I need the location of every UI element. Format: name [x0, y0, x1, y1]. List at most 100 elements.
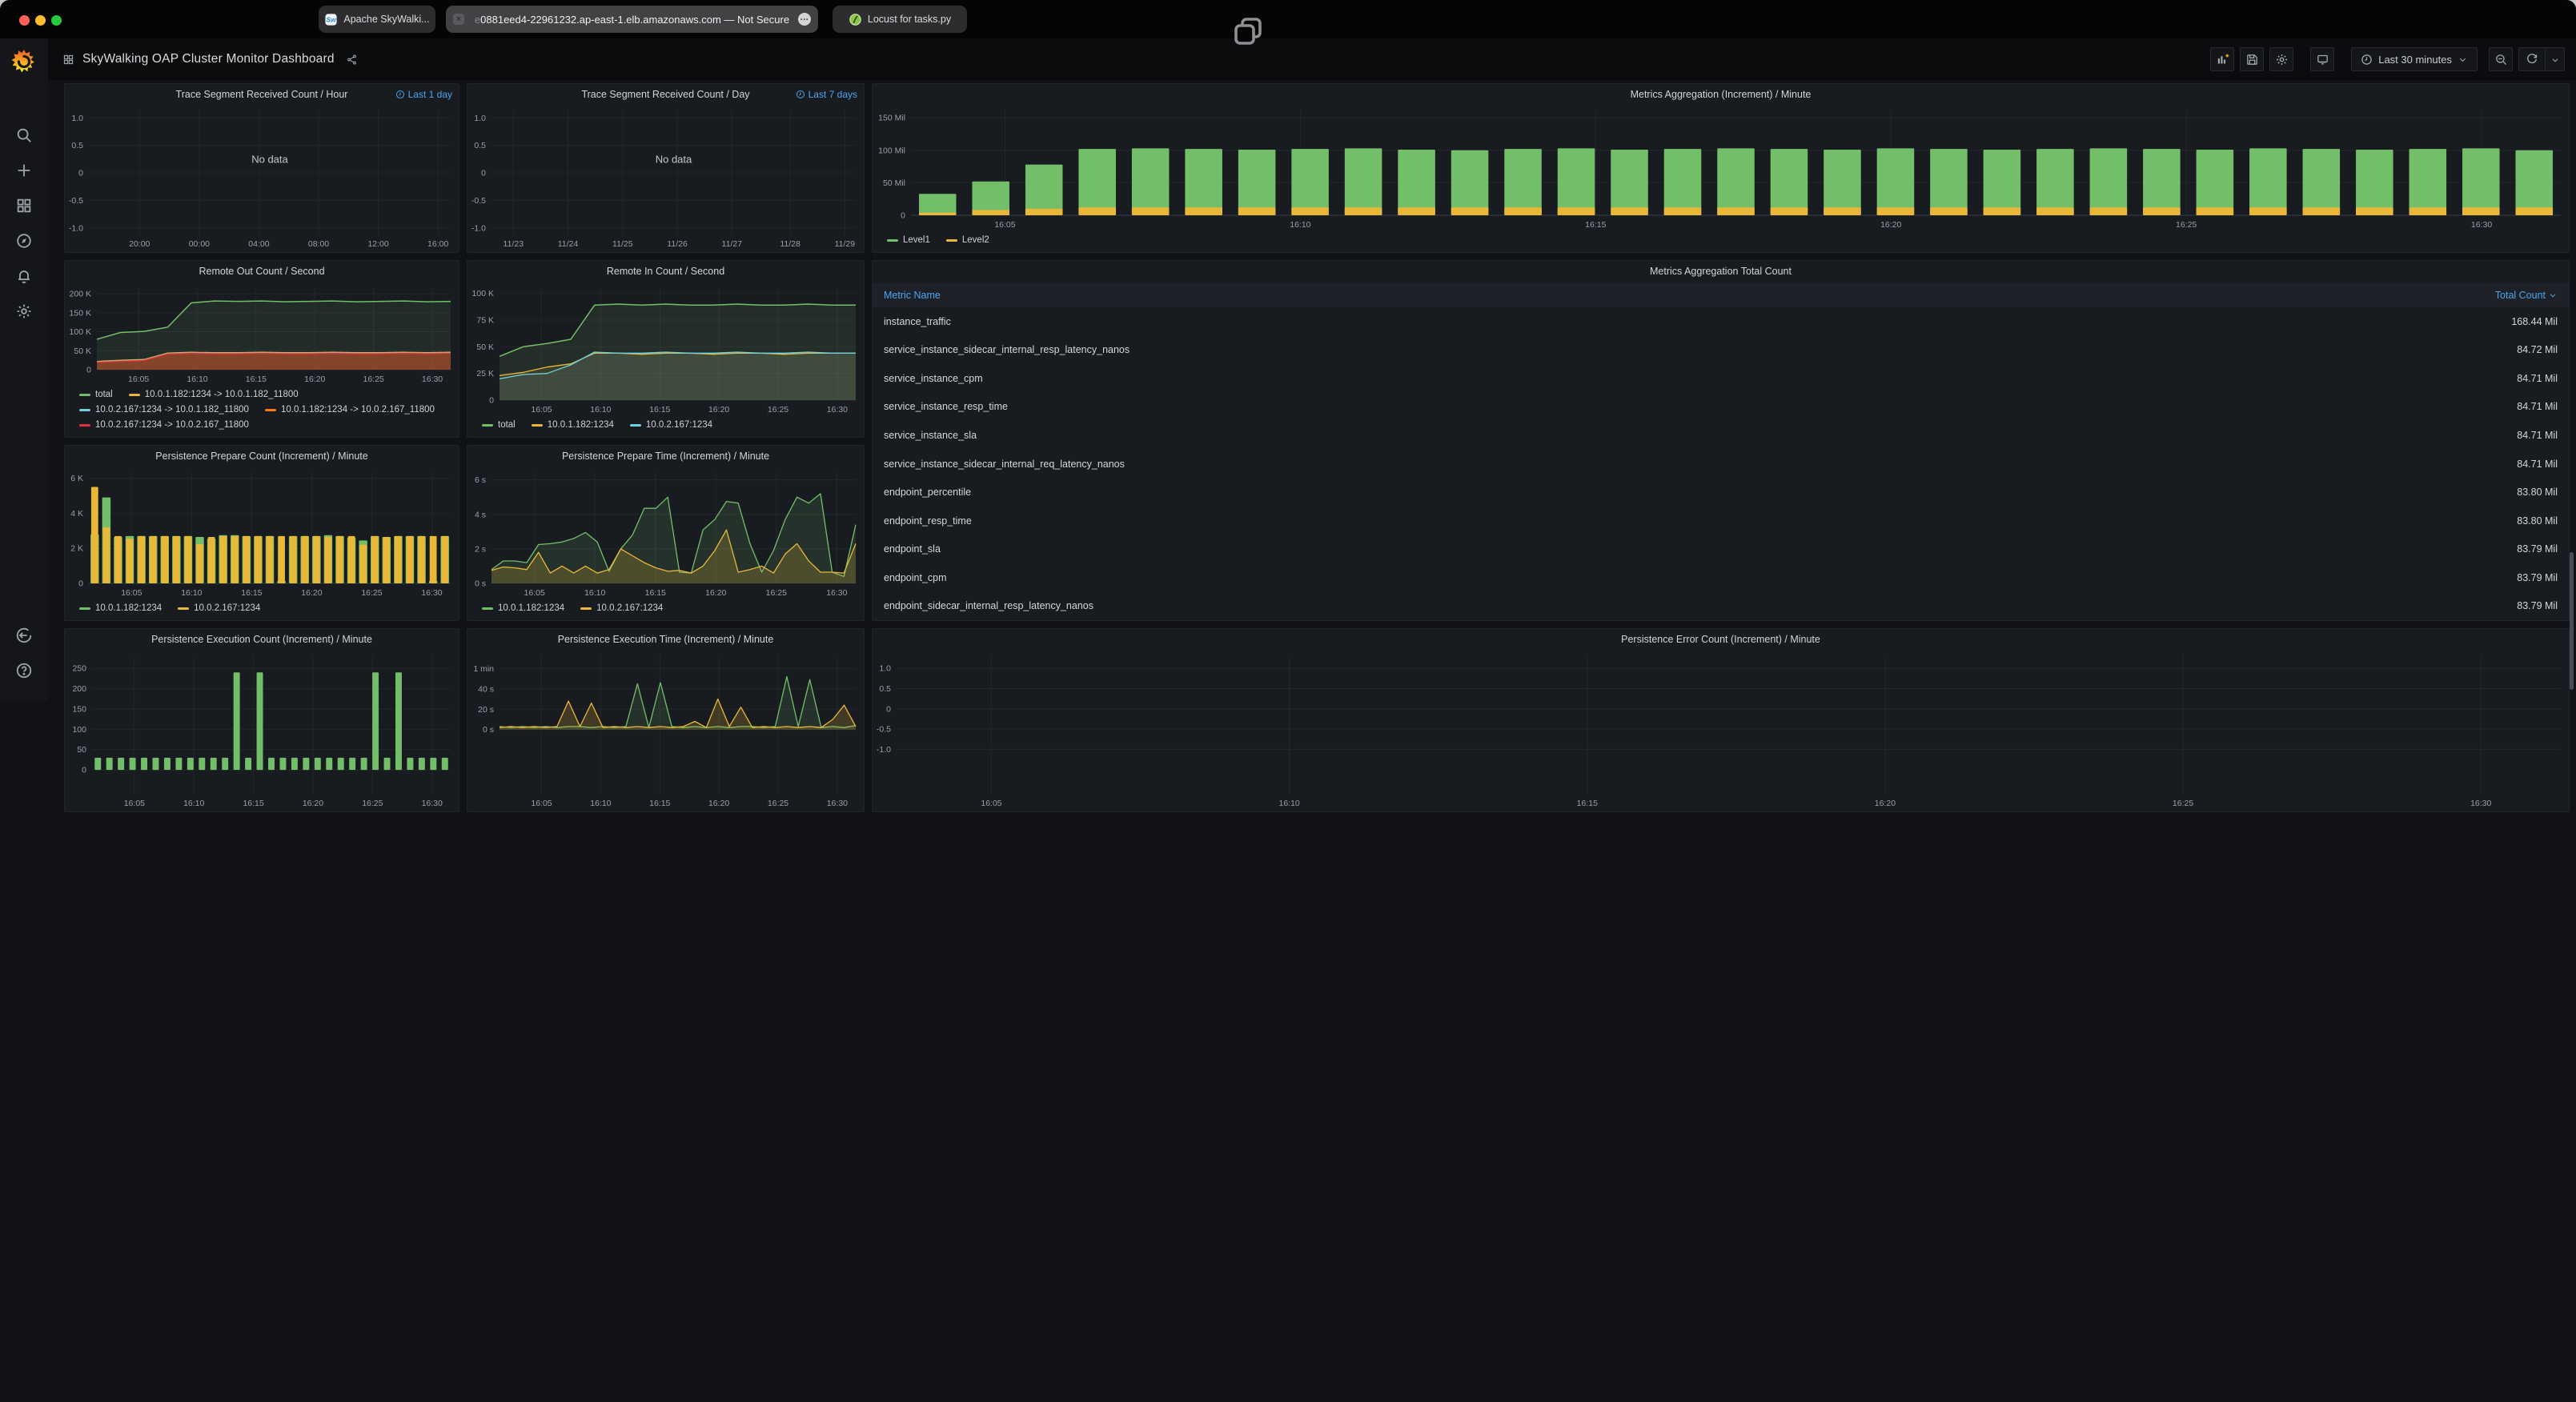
cycle-view-button[interactable] [2310, 47, 2334, 71]
legend-color-dash [630, 424, 641, 427]
total-count-cell: 83.79 Mil [2517, 572, 2558, 583]
add-panel-icon [2216, 53, 2229, 66]
svg-text:-1.0: -1.0 [471, 223, 486, 233]
legend-item[interactable]: Level1 [887, 233, 930, 248]
panel-title[interactable]: Trace Segment Received Count / Day [581, 89, 749, 100]
legend-item[interactable]: total [482, 418, 516, 433]
panel-title[interactable]: Persistence Prepare Time (Increment) / M… [562, 451, 769, 462]
legend-item[interactable]: 10.0.2.167:1234 [580, 601, 663, 616]
panel-title[interactable]: Remote Out Count / Second [199, 266, 324, 277]
legend-item[interactable]: 10.0.2.167:1234 -> 10.0.2.167_11800 [79, 418, 249, 433]
table-row: endpoint_cpm83.79 Mil [873, 563, 2569, 592]
svg-text:16:20: 16:20 [1880, 220, 1901, 230]
legend-item[interactable]: total [79, 387, 113, 403]
legend-item[interactable]: 10.0.2.167:1234 -> 10.0.1.182_11800 [79, 403, 249, 418]
panel-title[interactable]: Metrics Aggregation (Increment) / Minute [1631, 89, 1812, 100]
metric-name-cell: endpoint_sidecar_internal_resp_latency_n… [884, 600, 1093, 611]
legend-item[interactable]: 10.0.1.182:1234 [79, 601, 162, 616]
table-row: service_instance_resp_time84.71 Mil [873, 393, 2569, 422]
total-count-cell: 83.80 Mil [2517, 515, 2558, 527]
panel-trace-segment-day: Trace Segment Received Count / Day Last … [467, 83, 865, 253]
refresh-interval-button[interactable] [2546, 48, 2564, 70]
table-header-total-count[interactable]: Total Count [2495, 290, 2558, 301]
panel-title[interactable]: Persistence Execution Count (Increment) … [151, 634, 372, 645]
svg-text:11/25: 11/25 [612, 239, 633, 249]
panel-persistence-prepare-time: Persistence Prepare Time (Increment) / M… [467, 445, 865, 621]
legend-item[interactable]: 10.0.2.167:1234 [178, 601, 260, 616]
svg-text:16:05: 16:05 [524, 588, 545, 598]
svg-text:16:20: 16:20 [705, 588, 726, 598]
metric-name-cell: endpoint_sla [884, 543, 941, 555]
share-icon[interactable] [346, 54, 358, 66]
svg-text:16:25: 16:25 [768, 405, 788, 415]
panel-title[interactable]: Persistence Prepare Count (Increment) / … [155, 451, 367, 462]
svg-text:1 min: 1 min [473, 664, 494, 674]
metric-name-cell: service_instance_sidecar_internal_resp_l… [884, 344, 1130, 355]
panel-title[interactable]: Metrics Aggregation Total Count [1650, 266, 1792, 277]
sidebar-help-icon[interactable] [15, 662, 33, 679]
svg-text:0: 0 [489, 396, 494, 406]
zoom-out-time-button[interactable] [2489, 47, 2513, 71]
dashboard-settings-button[interactable] [2269, 47, 2293, 71]
chart-legend: Level1 Level2 [873, 233, 2569, 252]
svg-text:11/24: 11/24 [558, 239, 579, 249]
grafana-logo-icon[interactable] [10, 48, 38, 75]
dashboard-apps-icon[interactable] [62, 54, 74, 66]
svg-text:16:05: 16:05 [128, 375, 149, 384]
svg-text:0: 0 [78, 169, 83, 178]
sidebar-alerting-icon[interactable] [15, 267, 33, 285]
svg-text:150 Mil: 150 Mil [878, 114, 905, 123]
panel-title[interactable]: Persistence Error Count (Increment) / Mi… [1621, 634, 1820, 645]
page-title[interactable]: SkyWalking OAP Cluster Monitor Dashboard [82, 52, 335, 66]
legend-item[interactable]: Level2 [946, 233, 989, 248]
svg-text:16:25: 16:25 [768, 799, 788, 808]
refresh-icon [2526, 53, 2538, 66]
legend-item[interactable]: 10.0.1.182:1234 -> 10.0.2.167_11800 [265, 403, 435, 418]
svg-text:-0.5: -0.5 [471, 196, 486, 206]
save-icon [2245, 53, 2259, 66]
tab-overview-icon[interactable] [0, 12, 2536, 50]
sidebar-create-icon[interactable] [15, 162, 33, 179]
legend-item[interactable]: 10.0.1.182:1234 [482, 601, 564, 616]
svg-text:16:10: 16:10 [1279, 799, 1300, 808]
legend-color-dash [946, 239, 957, 242]
svg-text:16:20: 16:20 [301, 588, 322, 598]
panel-title[interactable]: Remote In Count / Second [607, 266, 724, 277]
page-scrollbar[interactable] [2570, 552, 2574, 690]
panel-time-override[interactable]: Last 1 day [395, 84, 452, 105]
panel-time-override[interactable]: Last 7 days [796, 84, 857, 105]
legend-item[interactable]: 10.0.1.182:1234 [532, 418, 614, 433]
metric-name-cell: instance_traffic [884, 316, 951, 327]
refresh-button-group [2518, 47, 2565, 71]
chart-persistence-error-count: 16:0516:1016:1516:2016:2516:301.00.50-0.… [873, 650, 2569, 811]
sidebar-search-icon[interactable] [15, 126, 33, 144]
svg-text:16:15: 16:15 [649, 405, 670, 415]
total-count-cell: 84.71 Mil [2517, 401, 2558, 412]
sidebar-configuration-icon[interactable] [15, 302, 33, 320]
browser-titlebar: Sw Apache SkyWalki... × e0881eed4-229612… [0, 0, 2576, 38]
chart-legend: 10.0.1.182:1234 10.0.2.167:1234 [467, 601, 864, 620]
legend-color-dash [129, 394, 140, 396]
legend-item[interactable]: 10.0.1.182:1234 -> 10.0.1.182_11800 [129, 387, 299, 403]
chart-remote-out-count: 16:0516:1016:1516:2016:2516:30050 K100 K… [65, 282, 459, 387]
table-header-metric-name[interactable]: Metric Name [884, 290, 941, 301]
sidebar-dashboards-icon[interactable] [15, 197, 33, 214]
svg-text:-0.5: -0.5 [877, 725, 891, 735]
panel-metrics-aggregation: Metrics Aggregation (Increment) / Minute… [872, 83, 2570, 253]
svg-text:6 K: 6 K [70, 474, 83, 483]
svg-text:16:25: 16:25 [361, 588, 382, 598]
svg-text:1.0: 1.0 [71, 114, 83, 123]
sidebar-explore-icon[interactable] [15, 232, 33, 250]
save-dashboard-button[interactable] [2240, 47, 2264, 71]
sidebar-sign-in-icon[interactable] [15, 627, 33, 644]
svg-text:40 s: 40 s [478, 684, 494, 694]
panel-title[interactable]: Persistence Execution Time (Increment) /… [558, 634, 774, 645]
refresh-button[interactable] [2519, 48, 2546, 70]
legend-item[interactable]: 10.0.2.167:1234 [630, 418, 712, 433]
svg-text:2 K: 2 K [70, 544, 83, 554]
total-count-cell: 84.71 Mil [2517, 430, 2558, 441]
svg-text:150 K: 150 K [70, 308, 91, 318]
panel-title[interactable]: Trace Segment Received Count / Hour [176, 89, 348, 100]
add-panel-button[interactable] [2210, 47, 2234, 71]
time-range-picker[interactable]: Last 30 minutes [2351, 47, 2478, 71]
